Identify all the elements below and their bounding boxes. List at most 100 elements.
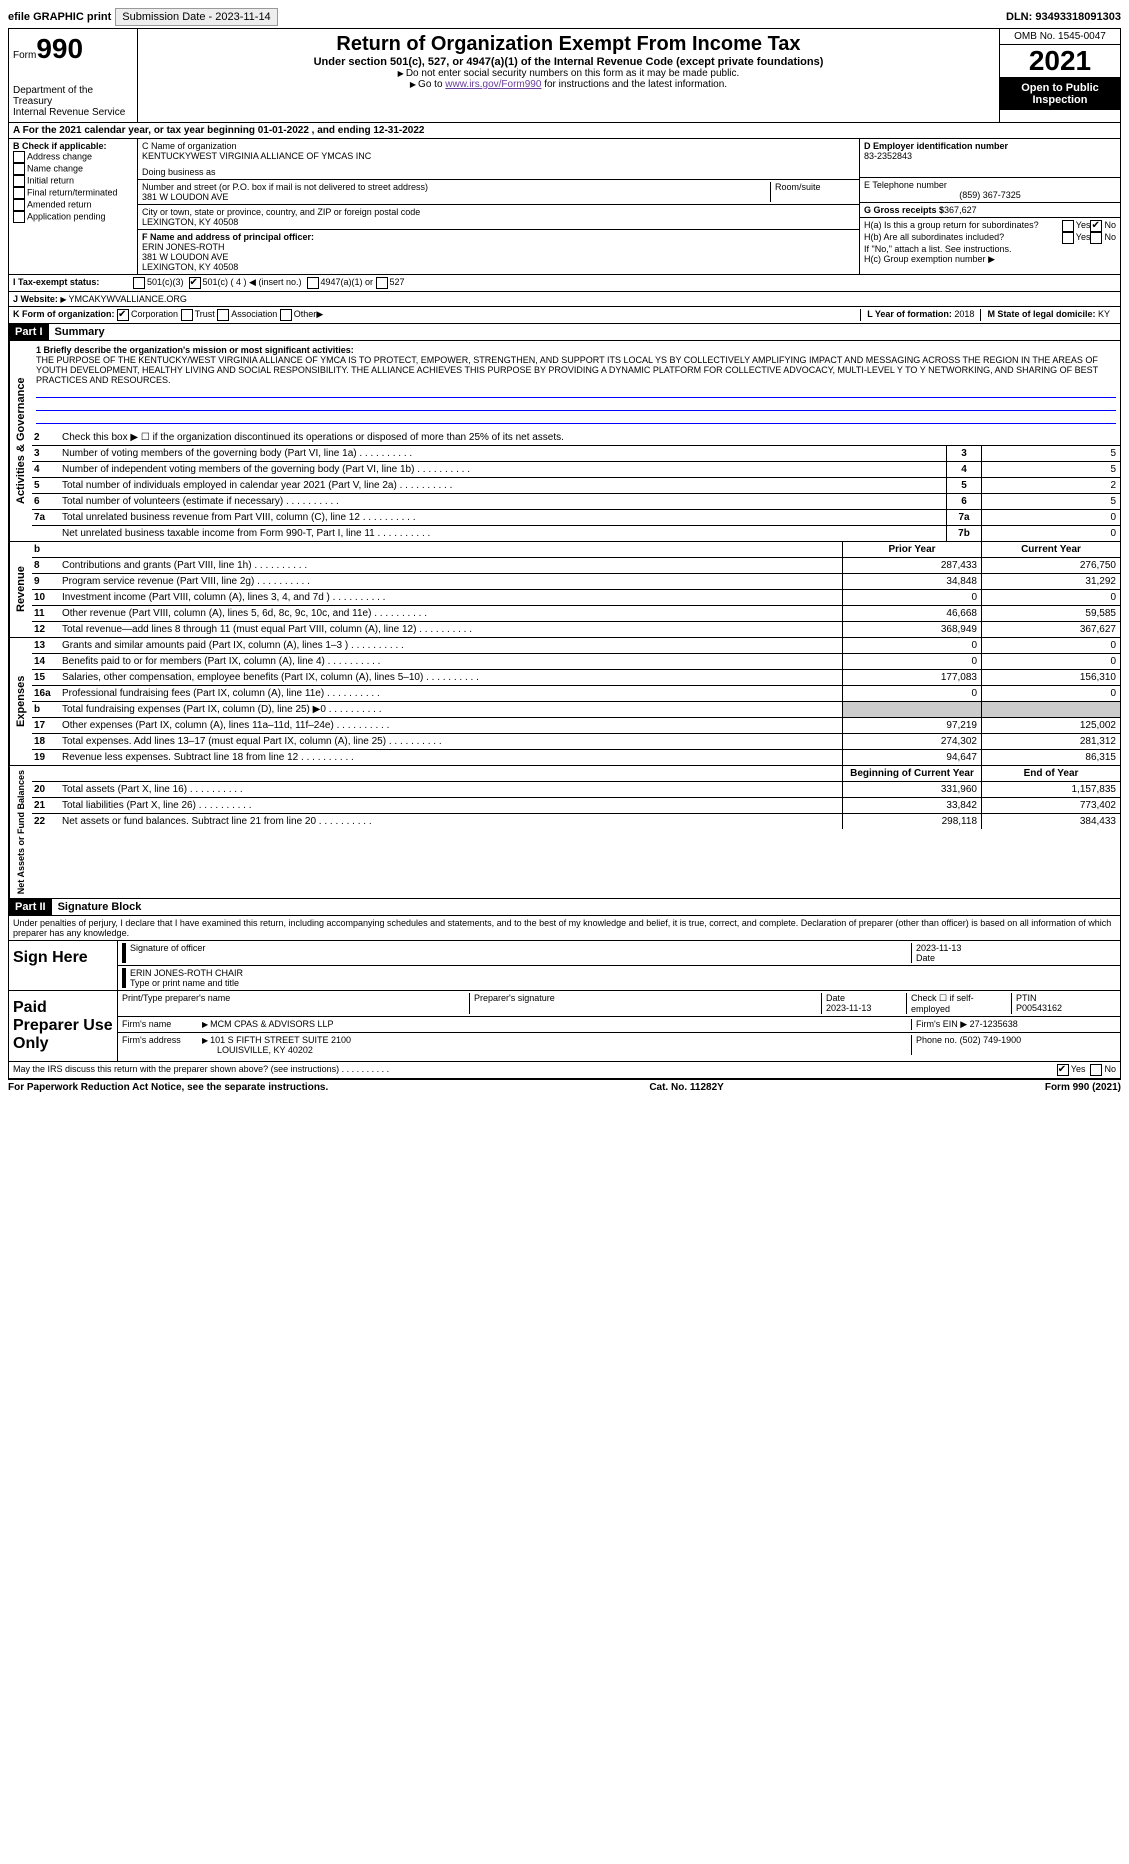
note-link: Go to www.irs.gov/Form990 for instructio… (142, 79, 995, 90)
summary-line: 17Other expenses (Part IX, column (A), l… (32, 718, 1120, 734)
check-amended: Amended return (13, 199, 133, 211)
form-ref: Form 990 (2021) (1045, 1082, 1121, 1093)
phone-value: (859) 367-7325 (864, 190, 1116, 200)
page-footer: For Paperwork Reduction Act Notice, see … (8, 1080, 1121, 1095)
tax-year: 2021 (1000, 45, 1120, 78)
summary-line: 11Other revenue (Part VIII, column (A), … (32, 606, 1120, 622)
firm-name: MCM CPAS & ADVISORS LLP (202, 1019, 911, 1030)
top-bar: efile GRAPHIC print Submission Date - 20… (8, 8, 1121, 26)
irs-link[interactable]: www.irs.gov/Form990 (445, 79, 541, 90)
org-city: LEXINGTON, KY 40508 (142, 217, 855, 227)
summary-line: 15Salaries, other compensation, employee… (32, 670, 1120, 686)
efile-label: efile GRAPHIC print (8, 11, 111, 23)
header-right: OMB No. 1545-0047 2021 Open to Public In… (1000, 29, 1120, 122)
summary-line: 3Number of voting members of the governi… (32, 446, 1120, 462)
phone-block: E Telephone number (859) 367-7325 (860, 178, 1120, 203)
dln-label: DLN: 93493318091303 (1006, 11, 1121, 23)
vert-netassets: Net Assets or Fund Balances (9, 766, 32, 898)
signature-block: Under penalties of perjury, I declare th… (9, 916, 1120, 1079)
gross-value: 367,627 (944, 205, 977, 215)
note-ssn: Do not enter social security numbers on … (142, 68, 995, 79)
summary-line: 19Revenue less expenses. Subtract line 1… (32, 750, 1120, 765)
officer-signature-name: ERIN JONES-ROTH CHAIR (130, 968, 243, 978)
col-b-title: B Check if applicable: (13, 141, 133, 151)
summary-line: 7aTotal unrelated business revenue from … (32, 510, 1120, 526)
firm-ein: 27-1235638 (970, 1019, 1018, 1029)
h-block: H(a) Is this a group return for subordin… (860, 218, 1120, 267)
summary-line: 8Contributions and grants (Part VIII, li… (32, 558, 1120, 574)
website-value: YMCAKYWVALLIANCE.ORG (69, 294, 187, 304)
form-container: Form990 Department of the Treasury Inter… (8, 28, 1121, 1080)
part-1-header: Part I Summary (9, 324, 1120, 341)
revenue-section: Revenue b Prior Year Current Year 8Contr… (9, 542, 1120, 638)
check-name: Name change (13, 163, 133, 175)
part-2-header: Part II Signature Block (9, 899, 1120, 916)
summary-line: 12Total revenue—add lines 8 through 11 (… (32, 622, 1120, 637)
vert-expenses: Expenses (9, 638, 32, 765)
col-b-checkboxes: B Check if applicable: Address change Na… (9, 139, 138, 274)
city-block: City or town, state or province, country… (138, 205, 859, 230)
col-right: D Employer identification number 83-2352… (860, 139, 1120, 274)
summary-line: 22Net assets or fund balances. Subtract … (32, 814, 1120, 829)
row-i-tax-status: I Tax-exempt status: 501(c)(3) 501(c) ( … (9, 275, 1120, 292)
info-grid: B Check if applicable: Address change Na… (9, 139, 1120, 275)
governance-section: Activities & Governance 1 Briefly descri… (9, 341, 1120, 542)
cat-number: Cat. No. 11282Y (649, 1082, 723, 1093)
officer-name: ERIN JONES-ROTH (142, 242, 855, 252)
year-header-row: b Prior Year Current Year (32, 542, 1120, 558)
org-name: KENTUCKYWEST VIRGINIA ALLIANCE OF YMCAS … (142, 151, 855, 161)
submission-date-button[interactable]: Submission Date - 2023-11-14 (115, 8, 277, 26)
dept-treasury: Department of the Treasury (13, 85, 133, 107)
summary-line: 10Investment income (Part VIII, column (… (32, 590, 1120, 606)
line-2: 2 Check this box ▶ ☐ if the organization… (32, 430, 1120, 446)
open-public-badge: Open to Public Inspection (1000, 78, 1120, 110)
header-left: Form990 Department of the Treasury Inter… (9, 29, 138, 122)
header-center: Return of Organization Exempt From Incom… (138, 29, 1000, 122)
summary-line: bTotal fundraising expenses (Part IX, co… (32, 702, 1120, 718)
declaration-text: Under penalties of perjury, I declare th… (9, 916, 1120, 940)
col-c-org-info: C Name of organization KENTUCKYWEST VIRG… (138, 139, 860, 274)
summary-line: 18Total expenses. Add lines 13–17 (must … (32, 734, 1120, 750)
summary-line: 14Benefits paid to or for members (Part … (32, 654, 1120, 670)
form-header: Form990 Department of the Treasury Inter… (9, 29, 1120, 123)
check-final: Final return/terminated (13, 187, 133, 199)
expenses-section: Expenses 13Grants and similar amounts pa… (9, 638, 1120, 766)
balance-header-row: Beginning of Current Year End of Year (32, 766, 1120, 782)
sign-here-row: Sign Here Signature of officer2023-11-13… (9, 940, 1120, 990)
ein-block: D Employer identification number 83-2352… (860, 139, 1120, 178)
paid-preparer-row: Paid Preparer Use Only Print/Type prepar… (9, 990, 1120, 1061)
ptin-value: P00543162 (1016, 1003, 1062, 1013)
irs-label: Internal Revenue Service (13, 107, 133, 118)
row-j-website: J Website: YMCAKYWVALLIANCE.ORG (9, 292, 1120, 307)
form-title: Return of Organization Exempt From Incom… (142, 33, 995, 56)
summary-line: 6Total number of volunteers (estimate if… (32, 494, 1120, 510)
gross-block: G Gross receipts $367,627 (860, 203, 1120, 218)
summary-line: 16aProfessional fundraising fees (Part I… (32, 686, 1120, 702)
row-a-tax-year: A For the 2021 calendar year, or tax yea… (9, 123, 1120, 139)
form-subtitle: Under section 501(c), 527, or 4947(a)(1)… (142, 56, 995, 68)
paperwork-notice: For Paperwork Reduction Act Notice, see … (8, 1082, 328, 1093)
org-name-block: C Name of organization KENTUCKYWEST VIRG… (138, 139, 859, 180)
netassets-section: Net Assets or Fund Balances Beginning of… (9, 766, 1120, 899)
addr-block: Number and street (or P.O. box if mail i… (138, 180, 859, 205)
vert-governance: Activities & Governance (9, 341, 32, 541)
summary-line: 5Total number of individuals employed in… (32, 478, 1120, 494)
org-address: 381 W LOUDON AVE (142, 192, 766, 202)
form-number: 990 (36, 33, 83, 64)
room-suite: Room/suite (771, 182, 855, 202)
summary-line: Net unrelated business taxable income fr… (32, 526, 1120, 541)
summary-line: 9Program service revenue (Part VIII, lin… (32, 574, 1120, 590)
summary-line: 20Total assets (Part X, line 16)331,9601… (32, 782, 1120, 798)
discuss-row: May the IRS discuss this return with the… (9, 1061, 1120, 1078)
mission-block: 1 Briefly describe the organization's mi… (32, 341, 1120, 430)
form-label: Form (13, 50, 36, 61)
summary-line: 13Grants and similar amounts paid (Part … (32, 638, 1120, 654)
summary-line: 4Number of independent voting members of… (32, 462, 1120, 478)
check-initial: Initial return (13, 175, 133, 187)
officer-block: F Name and address of principal officer:… (138, 230, 859, 274)
vert-revenue: Revenue (9, 542, 32, 637)
preparer-phone: (502) 749-1900 (960, 1035, 1022, 1045)
ein-value: 83-2352843 (864, 151, 1116, 161)
mission-text: THE PURPOSE OF THE KENTUCKY/WEST VIRGINI… (36, 355, 1116, 385)
check-pending: Application pending (13, 211, 133, 223)
